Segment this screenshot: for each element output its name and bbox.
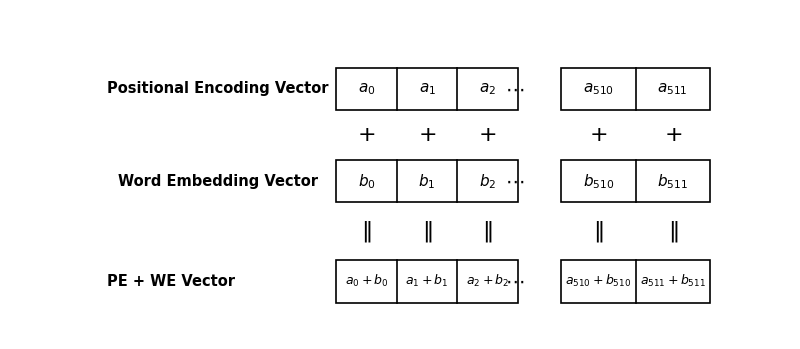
Text: Word Embedding Vector: Word Embedding Vector <box>118 174 318 189</box>
Bar <box>336 260 518 303</box>
Text: $\cdots$: $\cdots$ <box>505 172 524 191</box>
Text: Positional Encoding Vector: Positional Encoding Vector <box>107 81 329 96</box>
Bar <box>336 68 518 110</box>
Bar <box>561 68 710 110</box>
Text: $b_2$: $b_2$ <box>479 172 496 191</box>
Text: $a_2+b_2$: $a_2+b_2$ <box>466 273 510 289</box>
Text: $+$: $+$ <box>478 125 497 145</box>
Text: $a_1+b_1$: $a_1+b_1$ <box>406 273 449 289</box>
Text: $\Vert$: $\Vert$ <box>482 219 493 244</box>
Text: $+$: $+$ <box>589 125 607 145</box>
Text: $a_1$: $a_1$ <box>418 81 435 97</box>
Text: $+$: $+$ <box>358 125 376 145</box>
Bar <box>336 160 518 202</box>
Text: $a_{510}+b_{510}$: $a_{510}+b_{510}$ <box>566 273 631 289</box>
Text: $\cdots$: $\cdots$ <box>505 79 524 98</box>
Text: $a_{511}+b_{511}$: $a_{511}+b_{511}$ <box>640 273 706 289</box>
Bar <box>561 260 710 303</box>
Text: $a_0$: $a_0$ <box>358 81 375 97</box>
Text: $\cdots$: $\cdots$ <box>505 272 524 291</box>
Text: $a_{511}$: $a_{511}$ <box>658 81 688 97</box>
Text: $a_0+b_0$: $a_0+b_0$ <box>345 273 389 289</box>
Text: $a_2$: $a_2$ <box>479 81 496 97</box>
Text: $b_0$: $b_0$ <box>358 172 375 191</box>
Text: $+$: $+$ <box>418 125 436 145</box>
Text: $\Vert$: $\Vert$ <box>593 219 603 244</box>
Text: $+$: $+$ <box>664 125 682 145</box>
Text: $\Vert$: $\Vert$ <box>667 219 678 244</box>
Text: $\Vert$: $\Vert$ <box>362 219 372 244</box>
Text: $b_{510}$: $b_{510}$ <box>582 172 614 191</box>
Text: $b_1$: $b_1$ <box>418 172 436 191</box>
Bar <box>561 160 710 202</box>
Text: PE + WE Vector: PE + WE Vector <box>107 274 235 289</box>
Text: $\Vert$: $\Vert$ <box>422 219 432 244</box>
Text: $b_{511}$: $b_{511}$ <box>658 172 688 191</box>
Text: $a_{510}$: $a_{510}$ <box>582 81 614 97</box>
